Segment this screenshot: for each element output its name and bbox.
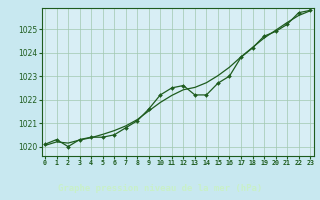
Text: Graphe pression niveau de la mer (hPa): Graphe pression niveau de la mer (hPa) <box>58 184 262 193</box>
